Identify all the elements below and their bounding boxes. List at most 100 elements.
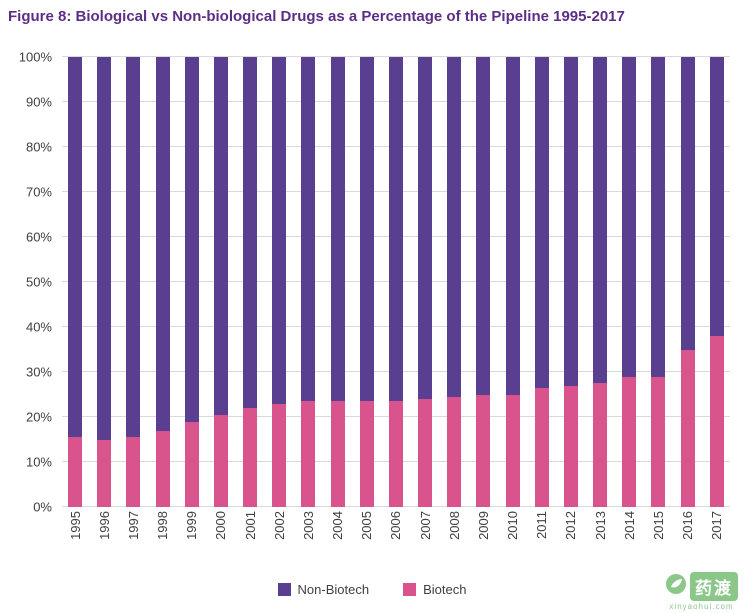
bar-segment-biotech-2002 [272, 403, 287, 507]
bar-segment-biotech-2010 [505, 394, 520, 507]
bar-segment-non-biotech-2013 [593, 57, 608, 384]
x-tick-2004: 2004 [330, 511, 346, 561]
bar-segment-non-biotech-2017 [709, 57, 724, 336]
x-tick-1997: 1997 [125, 511, 141, 561]
x-tick-1999: 1999 [184, 511, 200, 561]
x-tick-label-2002: 2002 [271, 511, 287, 540]
legend-label-non-biotech: Non-Biotech [297, 581, 370, 597]
bar-segment-non-biotech-2014 [622, 57, 637, 377]
x-tick-2010: 2010 [505, 511, 521, 561]
x-tick-2016: 2016 [680, 511, 695, 561]
bar-2012 [563, 57, 578, 507]
bar-segment-biotech-2017 [709, 336, 724, 507]
x-tick-label-2003: 2003 [300, 511, 316, 540]
bar-segment-non-biotech-2015 [651, 57, 666, 377]
bar-segment-non-biotech-2002 [272, 57, 287, 404]
bar-segment-non-biotech-1998 [155, 57, 170, 431]
bar-1995 [68, 57, 82, 507]
bar-segment-non-biotech-2016 [680, 57, 695, 350]
bar-2005 [359, 57, 374, 507]
x-tick-2008: 2008 [446, 511, 462, 561]
bar-segment-biotech-2015 [651, 376, 666, 507]
bar-segment-non-biotech-1995 [68, 57, 82, 438]
bar-segment-non-biotech-2009 [476, 57, 491, 395]
y-tick-label-0: 0% [33, 499, 52, 515]
y-tick-label-30: 30% [25, 364, 52, 380]
x-tick-2013: 2013 [593, 511, 608, 561]
x-tick-2000: 2000 [213, 511, 229, 561]
bar-2000 [213, 57, 228, 507]
bar-segment-biotech-1996 [97, 439, 112, 507]
x-tick-1995: 1995 [67, 511, 83, 561]
bar-segment-non-biotech-2003 [301, 57, 316, 402]
x-tick-label-2004: 2004 [330, 511, 346, 540]
bar-segment-biotech-2005 [359, 401, 374, 507]
bar-2013 [593, 57, 608, 507]
bar-2008 [447, 57, 462, 507]
bar-2015 [651, 57, 666, 507]
x-tick-2014: 2014 [622, 511, 637, 561]
bar-segment-biotech-2007 [418, 399, 433, 507]
x-tick-2009: 2009 [476, 511, 491, 561]
bar-2002 [272, 57, 287, 507]
bar-segment-biotech-2004 [330, 401, 345, 507]
y-tick-label-70: 70% [25, 184, 52, 200]
y-tick-label-40: 40% [25, 319, 52, 335]
bar-segment-biotech-2003 [301, 401, 316, 507]
x-tick-2017: 2017 [709, 511, 725, 561]
y-tick-label-20: 20% [25, 409, 52, 425]
bar-segment-biotech-2006 [388, 401, 403, 507]
x-tick-label-1997: 1997 [125, 511, 141, 540]
bar-segment-biotech-2011 [534, 387, 549, 507]
x-tick-label-2005: 2005 [359, 511, 375, 540]
bar-2007 [418, 57, 433, 507]
bar-1999 [184, 57, 199, 507]
gridline-100 [62, 56, 730, 57]
x-tick-2011: 2011 [534, 511, 550, 561]
bar-segment-non-biotech-2012 [563, 57, 578, 386]
x-tick-label-2011: 2011 [534, 511, 550, 539]
x-tick-label-1998: 1998 [155, 511, 171, 540]
bar-segment-biotech-1997 [126, 437, 141, 507]
bar-2001 [243, 57, 258, 507]
bar-segment-biotech-2001 [243, 408, 258, 507]
bar-segment-non-biotech-2008 [447, 57, 462, 397]
legend-item-biotech: Biotech [403, 582, 466, 597]
x-tick-label-1995: 1995 [67, 511, 83, 540]
x-tick-label-2012: 2012 [563, 511, 579, 540]
x-tick-label-1996: 1996 [96, 511, 112, 540]
x-tick-label-2006: 2006 [388, 511, 404, 540]
bar-segment-biotech-1999 [184, 421, 199, 507]
bar-segment-biotech-2000 [213, 414, 228, 507]
x-tick-label-2001: 2001 [242, 511, 258, 540]
x-axis-labels: 1995 1996 1997 1998 1999 2000 2001 2002 2003 2004… [62, 511, 730, 561]
bar-segment-biotech-2014 [622, 376, 637, 507]
bar-segment-non-biotech-2001 [243, 57, 258, 408]
bar-1998 [155, 57, 170, 507]
x-tick-2012: 2012 [563, 511, 579, 561]
y-tick-label-90: 90% [25, 94, 52, 110]
non-biotech-swatch-icon [277, 582, 291, 596]
bar-2016 [680, 57, 695, 507]
x-tick-label-1999: 1999 [184, 511, 200, 540]
chart-title: Figure 8: Biological vs Non-biological D… [8, 8, 625, 25]
x-tick-label-2008: 2008 [446, 511, 462, 540]
y-tick-label-100: 100% [18, 49, 52, 65]
x-tick-label-2000: 2000 [213, 511, 229, 540]
bar-segment-non-biotech-2010 [505, 57, 520, 395]
x-tick-label-2010: 2010 [505, 511, 521, 540]
x-tick-2003: 2003 [300, 511, 316, 561]
y-tick-label-80: 80% [25, 139, 52, 155]
y-axis-labels: 0% 10% 20% 30% 40% 50% 60% 70% 80% 90% 100% [0, 50, 58, 515]
bar-2017 [709, 57, 724, 507]
bar-2011 [534, 57, 549, 507]
y-tick-label-60: 60% [25, 229, 52, 245]
x-tick-label-2007: 2007 [417, 511, 433, 540]
x-tick-2005: 2005 [359, 511, 375, 561]
bar-2010 [505, 57, 520, 507]
legend-label-biotech: Biotech [423, 581, 467, 597]
x-tick-label-2017: 2017 [709, 511, 725, 540]
bar-segment-biotech-2016 [680, 349, 695, 507]
bar-segment-biotech-2008 [447, 396, 462, 507]
